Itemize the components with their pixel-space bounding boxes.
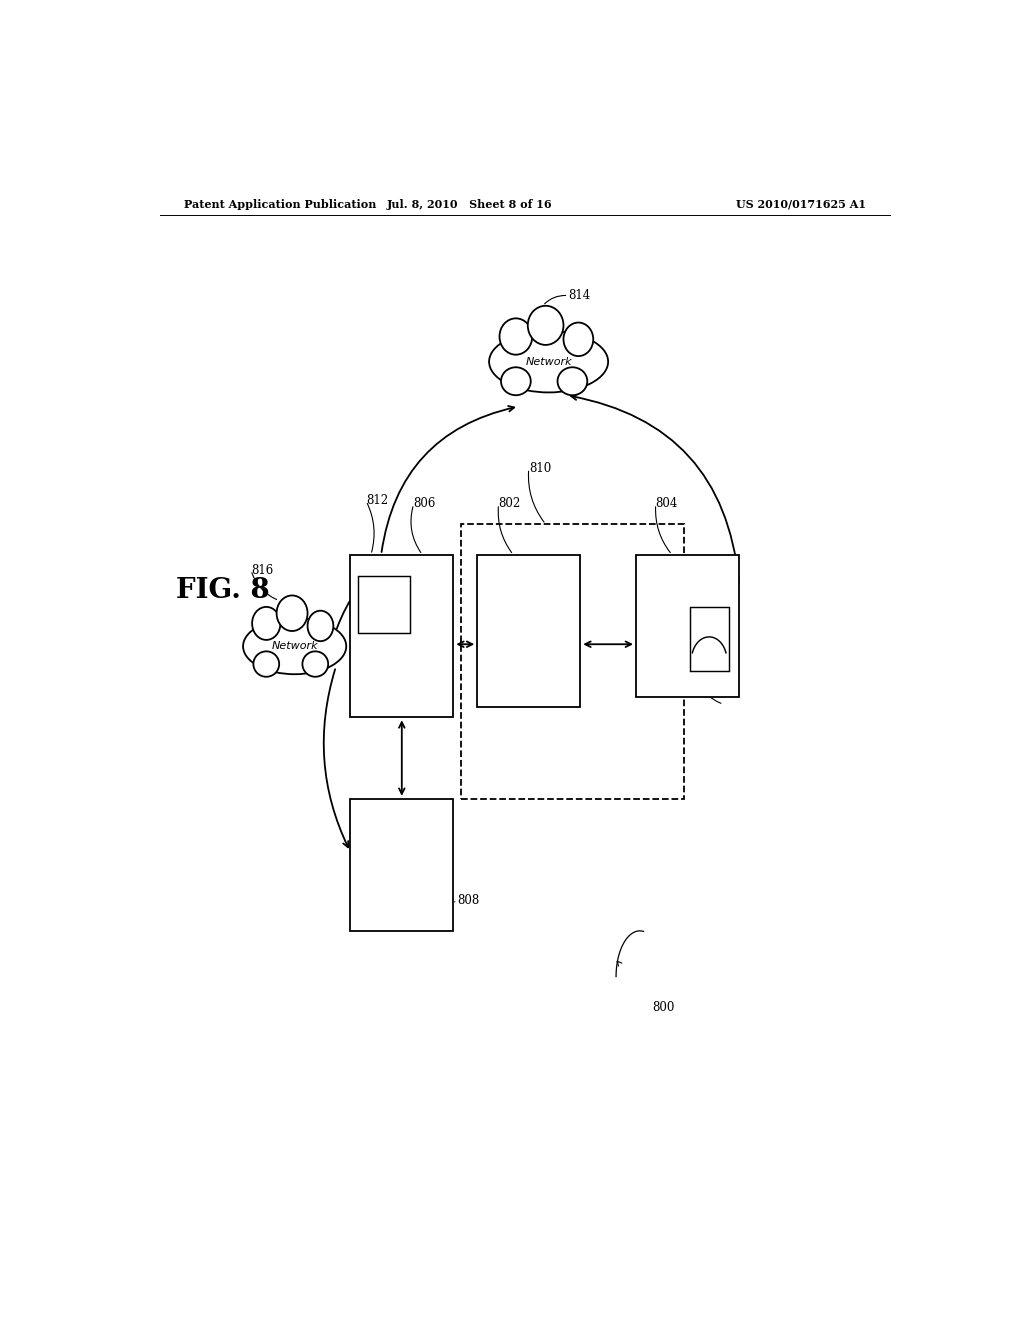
Ellipse shape [563, 322, 593, 356]
Ellipse shape [302, 651, 328, 677]
Bar [689, 607, 729, 672]
Bar [350, 554, 454, 718]
Bar [461, 524, 684, 799]
Ellipse shape [501, 367, 530, 395]
Bar [358, 576, 410, 632]
Bar [350, 799, 454, 931]
Text: 806: 806 [414, 498, 436, 511]
Bar [636, 554, 739, 697]
Text: Network: Network [525, 356, 572, 367]
Ellipse shape [252, 607, 281, 640]
Text: Network: Network [271, 642, 318, 651]
Ellipse shape [557, 367, 588, 395]
Text: US 2010/0171625 A1: US 2010/0171625 A1 [736, 198, 866, 210]
Text: 804: 804 [655, 498, 678, 511]
Text: FIG. 8: FIG. 8 [176, 577, 270, 603]
Ellipse shape [276, 595, 307, 631]
Ellipse shape [500, 318, 532, 355]
Bar [477, 554, 581, 708]
Text: Jul. 8, 2010   Sheet 8 of 16: Jul. 8, 2010 Sheet 8 of 16 [386, 198, 552, 210]
Text: 808: 808 [458, 894, 479, 907]
Text: 814: 814 [568, 289, 591, 302]
Text: 816: 816 [251, 564, 273, 577]
Ellipse shape [527, 306, 563, 345]
Text: 800: 800 [652, 1001, 674, 1014]
Ellipse shape [253, 651, 280, 677]
Ellipse shape [243, 618, 346, 675]
Ellipse shape [307, 611, 334, 642]
Text: 810: 810 [528, 462, 551, 475]
Text: 802: 802 [499, 498, 521, 511]
Text: Patent Application Publication: Patent Application Publication [183, 198, 376, 210]
Ellipse shape [489, 331, 608, 392]
Text: 818: 818 [699, 671, 722, 684]
Text: 812: 812 [367, 495, 388, 507]
